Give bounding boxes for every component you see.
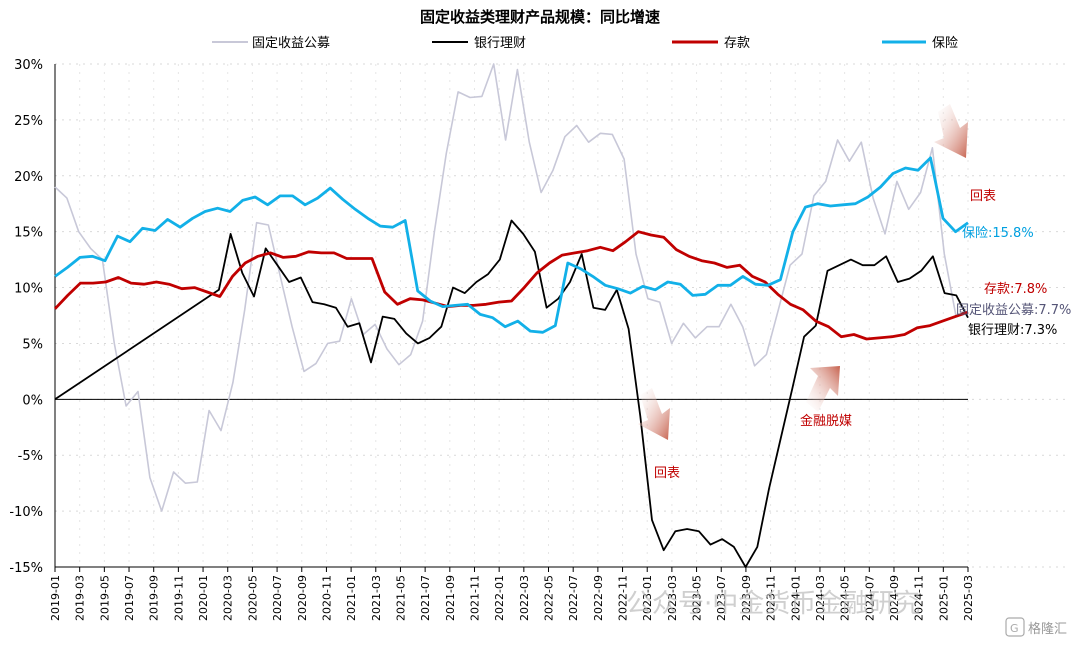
y-tick-label: 0% xyxy=(22,393,43,408)
watermark-logo: G 格隆汇 xyxy=(1005,617,1067,637)
x-tick-label: 2019-03 xyxy=(74,575,87,621)
x-tick-label: 2022-09 xyxy=(592,575,605,621)
x-tick-label: 2023-05 xyxy=(691,575,704,621)
x-tick-label: 2021-03 xyxy=(370,575,383,621)
x-tick-label: 2019-09 xyxy=(148,575,161,621)
x-tick-label: 2020-07 xyxy=(271,575,284,621)
y-tick-label: 5% xyxy=(22,337,43,352)
x-tick-label: 2021-01 xyxy=(345,575,358,621)
y-tick-label: 10% xyxy=(14,282,43,297)
gridlines xyxy=(54,63,1068,568)
legend: 固定收益公募 银行理财 存款 保险 xyxy=(212,36,958,51)
annotation-deposit-end: 存款:7.8% xyxy=(984,282,1047,297)
y-tick-label: -5% xyxy=(18,449,43,464)
watermark-text: 公众号·中金货币金融研究 xyxy=(626,589,920,619)
annotation-fixed-income-end: 固定收益公募:7.7% xyxy=(956,303,1071,318)
x-tick-label: 2022-07 xyxy=(567,575,580,621)
series-wealth xyxy=(54,219,969,568)
arrow-down-right-1 xyxy=(934,104,968,158)
x-tick-label: 2025-01 xyxy=(937,575,950,621)
legend-label-fixed-income: 固定收益公募 xyxy=(252,36,330,51)
legend-label-deposit: 存款 xyxy=(724,36,750,51)
series-deposit xyxy=(53,230,969,341)
x-tick-label: 2021-05 xyxy=(394,575,407,621)
x-tick-label: 2020-05 xyxy=(246,575,259,621)
annotation-huibiao-2: 回表 xyxy=(654,466,680,481)
x-tick-label: 2024-03 xyxy=(814,575,827,621)
x-tick-label: 2021-11 xyxy=(468,575,481,621)
y-tick-label: 30% xyxy=(14,58,43,73)
series-group xyxy=(53,63,969,568)
y-tick-label: 20% xyxy=(14,170,43,185)
axes: 30% 25% 20% 15% 10% 5% 0% -5% -10% -15% 2019-01 201… xyxy=(9,58,975,621)
x-tick-label: 2024-09 xyxy=(888,575,901,621)
logo-text: 格隆汇 xyxy=(1028,621,1067,637)
logo-icon xyxy=(1005,617,1025,637)
annotation-insurance-end: 保险:15.8% xyxy=(962,226,1034,241)
x-tick-label: 2025-03 xyxy=(962,575,975,621)
x-tick-label: 2023-09 xyxy=(740,575,753,621)
x-tick-label: 2022-01 xyxy=(493,575,506,621)
x-tick-label: 2019-07 xyxy=(123,575,136,621)
y-tick-label: 25% xyxy=(14,114,43,129)
arrow-up-right xyxy=(806,366,840,412)
x-tick-label: 2022-03 xyxy=(518,575,531,621)
x-tick-label: 2024-01 xyxy=(789,575,802,621)
x-tick-label: 2024-11 xyxy=(913,575,926,621)
x-tick-label: 2019-01 xyxy=(49,575,62,621)
series-fixed-income xyxy=(54,63,969,512)
x-tick-label: 2023-01 xyxy=(641,575,654,621)
y-tick-label: -15% xyxy=(9,561,43,576)
logo-icon-glyph: G xyxy=(1010,622,1019,635)
chart-title: 固定收益类理财产品规模：同比增速 xyxy=(420,8,660,26)
annotation-jinrong-tuomei: 金融脱媒 xyxy=(800,413,852,429)
x-tick-label: 2021-07 xyxy=(419,575,432,621)
legend-label-insurance: 保险 xyxy=(932,36,958,51)
x-tick-label: 2022-11 xyxy=(617,575,630,621)
annotation-huibiao-1: 回表 xyxy=(970,189,996,204)
x-tick-label: 2024-07 xyxy=(863,575,876,621)
annotation-wealth-end: 银行理财:7.3% xyxy=(968,323,1057,338)
arrow-down-right-2 xyxy=(638,388,670,440)
x-tick-label: 2021-09 xyxy=(444,575,457,621)
x-tick-label: 2022-05 xyxy=(543,575,556,621)
x-tick-label: 2023-07 xyxy=(715,575,728,621)
annotation-arrows xyxy=(638,104,968,440)
x-tick-label: 2024-05 xyxy=(839,575,852,621)
y-tick-label: 15% xyxy=(14,226,43,241)
x-tick-label: 2019-05 xyxy=(98,575,111,621)
x-tick-label: 2020-01 xyxy=(197,575,210,621)
y-tick-label: -10% xyxy=(9,505,43,520)
series-insurance xyxy=(54,156,969,334)
x-tick-label: 2023-03 xyxy=(666,575,679,621)
x-tick-label: 2019-11 xyxy=(172,575,185,621)
x-tick-label: 2023-11 xyxy=(765,575,778,621)
x-tick-label: 2020-03 xyxy=(222,575,235,621)
legend-label-wealth: 银行理财 xyxy=(474,36,526,51)
x-tick-label: 2020-11 xyxy=(320,575,333,621)
x-tick-label: 2020-09 xyxy=(296,575,309,621)
